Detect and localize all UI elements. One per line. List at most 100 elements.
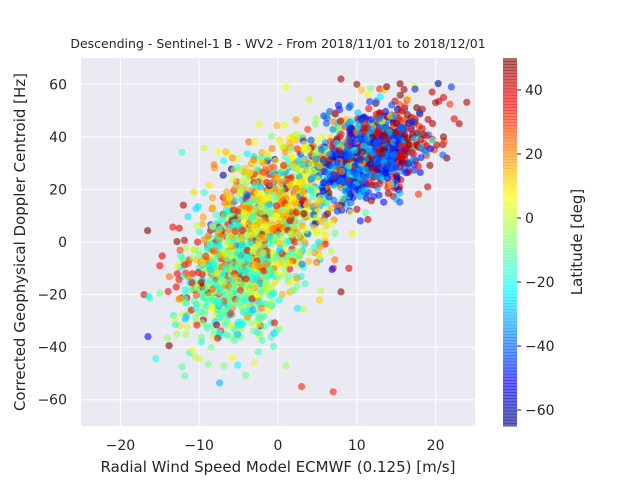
data-point xyxy=(266,164,274,172)
data-point xyxy=(256,299,264,307)
data-point xyxy=(256,233,264,241)
data-point xyxy=(165,273,173,281)
data-point xyxy=(383,83,391,91)
data-point xyxy=(227,310,235,318)
data-point xyxy=(328,265,336,274)
data-point xyxy=(228,282,236,290)
data-point xyxy=(299,305,307,313)
data-point xyxy=(463,98,471,106)
data-point xyxy=(190,188,198,196)
data-point xyxy=(353,80,361,88)
colorbar-segment xyxy=(503,275,517,280)
data-point xyxy=(384,189,392,197)
data-point xyxy=(220,157,228,165)
data-point xyxy=(327,137,335,145)
data-point xyxy=(206,276,214,284)
data-point xyxy=(257,304,265,312)
data-point xyxy=(262,221,270,230)
data-point xyxy=(181,372,189,380)
colorbar-segment xyxy=(503,205,517,209)
data-point xyxy=(215,242,223,250)
colorbar-segment xyxy=(503,297,517,301)
data-point xyxy=(263,201,271,209)
data-point xyxy=(408,148,416,156)
colorbar-segment xyxy=(503,266,517,271)
data-point xyxy=(220,211,228,219)
data-point xyxy=(337,288,345,296)
data-point xyxy=(253,189,261,197)
data-point xyxy=(292,209,300,217)
data-point xyxy=(384,162,392,170)
data-point xyxy=(313,228,321,236)
colorbar-segment xyxy=(503,395,517,399)
data-point xyxy=(391,129,400,137)
data-point xyxy=(361,209,370,217)
data-point xyxy=(178,148,186,156)
data-point xyxy=(270,224,278,233)
colorbar-segment xyxy=(503,300,517,304)
data-point xyxy=(231,227,239,235)
data-point xyxy=(356,156,364,164)
data-point xyxy=(309,173,317,181)
colorbar-segment xyxy=(503,281,517,286)
data-point xyxy=(337,130,345,138)
colorbar-segment xyxy=(503,70,517,74)
data-point xyxy=(213,269,221,278)
data-point xyxy=(289,194,297,202)
colorbar-segment xyxy=(503,79,517,84)
data-point xyxy=(182,330,190,338)
data-point xyxy=(243,313,251,321)
data-points xyxy=(140,75,471,396)
data-point xyxy=(248,295,256,303)
y-tick-label: 0 xyxy=(58,235,67,251)
data-point xyxy=(353,205,361,213)
data-point xyxy=(252,165,260,173)
data-point xyxy=(418,125,426,133)
data-point xyxy=(249,248,257,256)
data-point xyxy=(183,323,191,331)
data-point xyxy=(260,160,268,168)
data-point xyxy=(171,315,179,323)
data-point xyxy=(184,213,192,221)
colorbar-segment xyxy=(503,116,517,120)
data-point xyxy=(416,168,424,176)
data-point xyxy=(332,109,340,117)
data-point xyxy=(305,96,313,104)
colorbar-segment xyxy=(503,284,517,289)
colorbar-segment xyxy=(503,180,517,185)
colorbar-segment xyxy=(503,165,517,169)
colorbar-segment xyxy=(503,82,517,87)
data-point xyxy=(382,169,390,177)
colorbar-segment xyxy=(503,229,517,234)
colorbar-segment xyxy=(503,416,517,421)
data-point xyxy=(234,260,242,268)
data-point xyxy=(275,247,284,255)
data-point xyxy=(294,231,302,239)
data-point xyxy=(246,198,254,206)
data-point xyxy=(390,112,398,120)
data-point xyxy=(189,254,197,262)
data-point xyxy=(156,262,164,270)
colorbar-segment xyxy=(503,119,517,123)
data-point xyxy=(359,148,367,156)
data-point xyxy=(450,115,458,123)
data-point xyxy=(228,154,236,162)
data-point xyxy=(284,203,292,211)
data-point xyxy=(226,295,234,303)
colorbar-segment xyxy=(503,85,517,90)
data-point xyxy=(408,118,416,126)
data-point xyxy=(215,236,223,244)
data-point xyxy=(256,287,264,295)
data-point xyxy=(254,320,262,328)
colorbar-segment xyxy=(503,134,517,139)
data-point xyxy=(264,150,272,158)
data-point xyxy=(241,164,249,172)
data-point xyxy=(243,246,251,254)
data-point xyxy=(346,208,354,217)
data-point xyxy=(251,282,259,290)
data-point xyxy=(194,238,202,246)
data-point xyxy=(182,312,190,320)
data-point xyxy=(335,147,343,155)
data-point xyxy=(261,274,269,282)
data-point xyxy=(333,207,341,215)
